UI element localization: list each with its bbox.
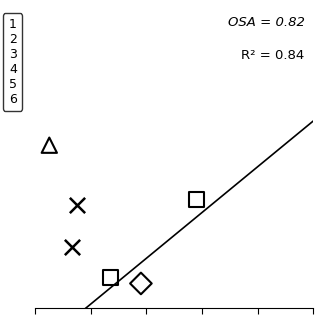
Point <box>69 245 74 250</box>
Point <box>108 275 113 280</box>
Point <box>75 203 80 208</box>
Point <box>47 143 52 148</box>
Point <box>138 281 143 286</box>
Text: OSA = 0.82: OSA = 0.82 <box>228 16 305 29</box>
Text: R² = 0.84: R² = 0.84 <box>242 49 305 62</box>
Point <box>194 197 199 202</box>
Legend: 1, 2, 3, 4, 5, 6: 1, 2, 3, 4, 5, 6 <box>3 13 22 111</box>
